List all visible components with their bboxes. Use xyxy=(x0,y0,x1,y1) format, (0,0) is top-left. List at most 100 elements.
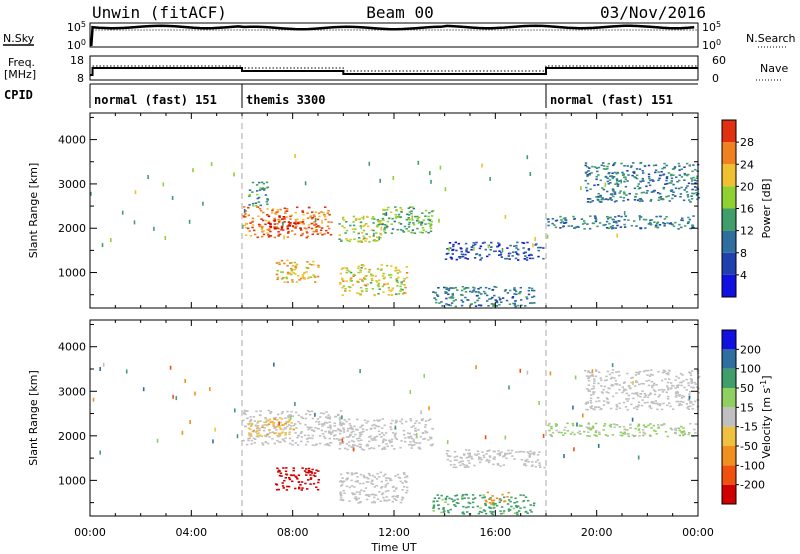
rti-cell xyxy=(399,228,403,231)
rti-cell xyxy=(251,220,255,223)
rti-cell xyxy=(450,295,453,298)
rti-cell xyxy=(268,429,271,432)
rti-cell xyxy=(373,232,375,237)
rti-cell xyxy=(598,201,602,203)
rti-cell xyxy=(483,241,486,244)
rti-cell xyxy=(696,186,699,189)
rti-cell xyxy=(622,382,626,384)
rti-cell xyxy=(360,267,363,269)
colorbar-frame xyxy=(721,329,737,505)
x-axis-labels: 00:00 04:00 08:00 12:00 16:00 20:00 00:00 xyxy=(74,526,714,539)
rti-cell xyxy=(587,389,590,391)
x-tick-label: 12:00 xyxy=(378,526,410,539)
rti-cell xyxy=(360,448,364,450)
rti-cell xyxy=(276,439,279,442)
rti-cell xyxy=(665,182,669,185)
rti-cell xyxy=(662,222,665,224)
rti-cell xyxy=(330,425,332,430)
rti-cell xyxy=(376,419,379,422)
rti-cell xyxy=(281,218,284,220)
rti-cell xyxy=(679,372,683,375)
rti-cell xyxy=(420,410,422,415)
rti-cell xyxy=(667,373,670,376)
rti-cell xyxy=(615,178,619,180)
rti-cell xyxy=(526,297,529,300)
rti-cell xyxy=(459,460,463,463)
rti-cell xyxy=(147,175,149,179)
rti-cell xyxy=(668,402,671,404)
rti-cell xyxy=(320,423,324,425)
rti-cell xyxy=(315,443,318,445)
rti-cell xyxy=(678,394,681,396)
rti-cell xyxy=(488,287,491,290)
rti-cell xyxy=(534,465,537,468)
rti-cell xyxy=(359,269,362,272)
rti-cell xyxy=(212,439,214,444)
rti-cell xyxy=(396,285,399,287)
rti-cell xyxy=(653,221,656,223)
rti-cell xyxy=(258,429,261,432)
rti-cell xyxy=(291,279,294,281)
rti-cell xyxy=(254,202,258,204)
rti-cell xyxy=(531,257,535,260)
rti-cell xyxy=(451,249,454,251)
rti-cell xyxy=(314,281,317,283)
rti-cell xyxy=(446,509,450,512)
rti-cell xyxy=(373,427,376,429)
rti-cell xyxy=(690,195,693,197)
rti-cell xyxy=(329,424,332,427)
rti-cell xyxy=(449,460,452,462)
rti-cell xyxy=(376,268,380,270)
rti-cell xyxy=(99,367,101,371)
rti-cell xyxy=(263,427,266,429)
rti-cell xyxy=(584,179,587,182)
rti-cell xyxy=(477,512,481,515)
rti-cell xyxy=(672,191,675,193)
rti-cell xyxy=(465,249,468,251)
rti-cell xyxy=(256,193,259,196)
rti-cell xyxy=(631,417,634,422)
rti-cell xyxy=(589,400,592,402)
rti-cell xyxy=(436,500,439,502)
rti-cell xyxy=(641,177,644,180)
rti-cell xyxy=(592,408,595,410)
rti-cell xyxy=(404,437,407,439)
rti-cell xyxy=(322,412,325,415)
rti-cell xyxy=(604,379,607,382)
rti-cell xyxy=(611,225,615,227)
rti-cell xyxy=(351,492,354,494)
rti-cell xyxy=(623,211,626,216)
rti-cell xyxy=(311,217,314,219)
rti-cell xyxy=(492,463,495,466)
rti-cell xyxy=(542,247,545,249)
rti-cell xyxy=(332,430,335,432)
rti-cell xyxy=(456,498,459,501)
x-axis-title: Time UT xyxy=(370,541,416,554)
rti-cell xyxy=(348,441,351,443)
rti-cell xyxy=(290,273,293,276)
rti-cell xyxy=(477,453,480,455)
rti-cell xyxy=(92,397,95,402)
rti-cell xyxy=(678,395,681,397)
rti-cell xyxy=(438,218,440,223)
rti-cell xyxy=(623,428,626,431)
rti-cell xyxy=(662,174,665,176)
rti-cell xyxy=(347,436,350,438)
rti-cell xyxy=(405,420,408,423)
rti-cell xyxy=(396,495,399,497)
rti-cell xyxy=(396,473,400,476)
rti-cell xyxy=(670,182,673,184)
rti-cell xyxy=(636,425,640,428)
colorbar-tick-label: 28 xyxy=(740,136,754,149)
rti-cell xyxy=(409,418,412,420)
rti-cell xyxy=(684,225,687,227)
rti-cell xyxy=(320,211,323,213)
rti-cell xyxy=(322,423,326,426)
rti-cell xyxy=(336,413,340,416)
rti-cell xyxy=(450,287,454,289)
rti-cell xyxy=(436,295,440,297)
rti-cell xyxy=(429,218,432,221)
rti-cell xyxy=(188,219,191,224)
rti-cell xyxy=(637,183,640,185)
rti-cell xyxy=(339,485,343,487)
